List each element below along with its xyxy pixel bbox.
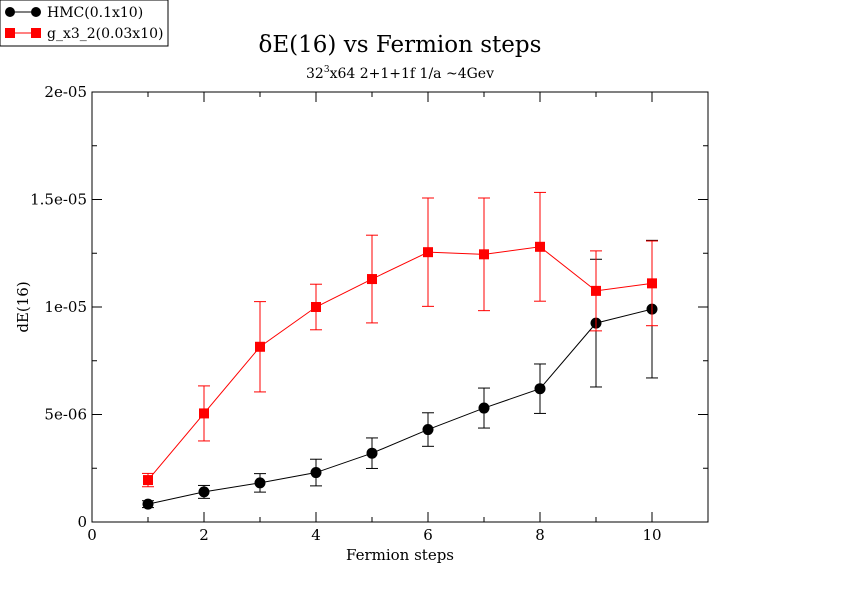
series-1 [142,191,658,488]
legend-label-gx3: g_x3_2(0.03x10) [47,26,163,42]
chart-subtitle-rest: x64 2+1+1f 1/a ~4Gev [330,66,495,82]
legend-marker-gx3-end [31,28,41,38]
x-tick-label: 4 [311,526,321,544]
data-point [198,486,210,498]
data-point [423,247,433,258]
data-point [199,408,209,419]
legend-label-hmc: HMC(0.1x10) [47,5,143,21]
x-tick-label: 6 [423,526,433,544]
series-line [147,308,653,505]
data-point [367,274,377,285]
data-point [535,241,545,252]
chart-subtitle-sup: 3 [324,65,330,75]
data-point [142,498,154,510]
legend-marker-gx3 [5,28,15,38]
chart-title: δE(16) vs Fermion steps [259,32,542,58]
y-axis-label: dE(16) [14,281,32,332]
x-tick-label: 10 [642,526,661,544]
x-axis-label: Fermion steps [346,546,454,564]
data-point [534,383,546,395]
data-point [591,285,601,296]
data-point [310,467,322,479]
legend: HMC(0.1x10) g_x3_2(0.03x10) [0,0,169,47]
y-tick-label: 0 [77,513,87,531]
legend-box [0,0,169,47]
y-tick-label: 1.5e-05 [30,191,87,209]
data-point [478,402,490,414]
series-0 [142,239,658,510]
chart-subtitle: 323x64 2+1+1f 1/a ~4Gev [306,65,494,82]
data-point [366,447,378,459]
x-tick-label: 2 [199,526,209,544]
y-tick-label: 5e-06 [44,406,87,424]
data-point [143,475,153,486]
data-point [422,424,434,436]
data-point [311,302,321,312]
legend-marker-hmc-end [31,7,41,17]
series-line [147,246,653,481]
y-tick-label: 1e-05 [44,298,87,316]
data-point [479,249,489,260]
series-layer [142,191,658,510]
chart-subtitle-base: 32 [306,66,324,82]
data-point [255,341,265,352]
axis-ticks: 0 2 4 6 8 10 0 5e-06 1e-05 1.5e-05 2e-05 [30,83,709,544]
legend-marker-hmc [5,7,15,17]
legend-entry-hmc: HMC(0.1x10) [5,5,143,21]
x-tick-label: 8 [535,526,545,544]
data-point [647,278,657,289]
plot-frame [91,91,709,523]
data-point [254,477,266,489]
y-tick-label: 2e-05 [44,83,87,101]
x-tick-label: 0 [87,526,97,544]
legend-entry-gx3: g_x3_2(0.03x10) [5,26,163,42]
